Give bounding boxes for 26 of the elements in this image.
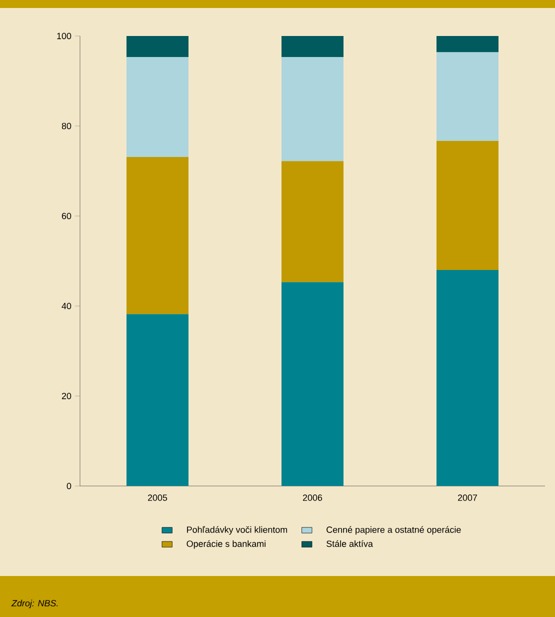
x-tick-label: 2005 [148, 494, 168, 501]
bar [126, 57, 188, 158]
y-tick-label: 80 [62, 122, 72, 130]
bar [282, 282, 344, 486]
bar [126, 314, 188, 486]
y-tick-label: 0 [66, 482, 72, 490]
bar [436, 270, 498, 486]
y-tick-label: 100 [57, 32, 72, 40]
legend-label: Pohľadávky voči klientom [187, 526, 288, 535]
bar [282, 36, 344, 58]
x-tick-label: 2007 [458, 494, 478, 501]
bar [282, 57, 344, 162]
legend-label: Cenné papiere a ostatné operácie [326, 526, 461, 535]
bar [436, 36, 498, 52]
y-tick-label: 40 [62, 302, 72, 310]
y-tick-label: 20 [62, 392, 72, 400]
y-tick-label: 60 [62, 212, 72, 220]
bar [126, 36, 188, 58]
x-tick-label: 2006 [302, 494, 322, 501]
bar [282, 161, 344, 282]
legend-label: Operácie s bankami [186, 540, 266, 549]
text: Zdroj: NBS. [11, 600, 58, 608]
legend-label: Stále aktíva [326, 540, 373, 547]
bar [436, 52, 498, 141]
bar [436, 140, 498, 270]
bar [126, 157, 188, 314]
